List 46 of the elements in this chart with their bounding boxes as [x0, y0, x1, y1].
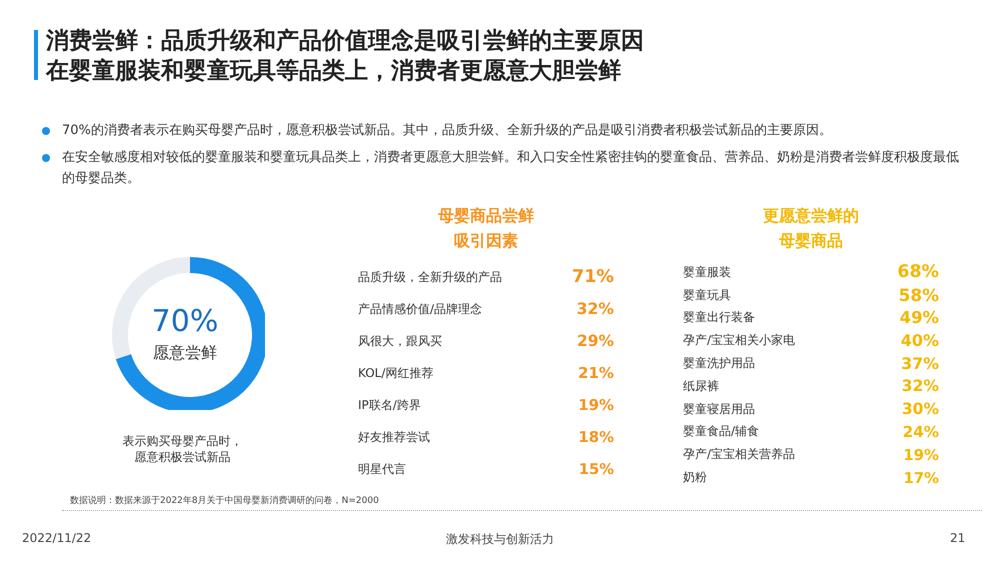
category-label: 婴童洗护用品: [683, 355, 755, 372]
category-label: 明星代言: [358, 460, 406, 478]
data-label: 40%: [900, 331, 939, 350]
text: 在安全敏感度相对较低的婴童服装和婴童玩具品类上，消费者更愿意大胆尝鲜。和入口安全性紧密挂钩的婴童食品、营养品、奶粉是消费者尝鲜度积极度最低的母婴品类。: [62, 149, 960, 188]
text: 数据说明：数据来源于2022年8月关于中国母婴新消费调研的问卷，N=2000: [70, 494, 379, 507]
category-label: 婴童玩具: [683, 286, 731, 304]
data-label: 17%: [903, 468, 939, 487]
category-label: IP联名/跨界: [358, 396, 421, 414]
category-label: 婴童寝居用品: [683, 400, 755, 418]
category-label: 奶粉: [683, 469, 707, 486]
category-label: 好友推荐尝试: [358, 428, 430, 446]
text: 表示购买母婴产品时，愿意积极尝试新品: [121, 433, 244, 465]
data-label: 68%: [897, 262, 939, 282]
data-label: 19%: [578, 396, 614, 414]
data-label: 32%: [902, 377, 939, 396]
category-label: 婴童食品/辅食: [683, 423, 760, 440]
category-label: KOL/网红推荐: [358, 364, 434, 382]
text: 母婴商品尝鲜吸引因素: [436, 205, 535, 252]
category-label: 孕产/宝宝相关小家电: [683, 332, 796, 350]
data-label: 18%: [578, 428, 614, 446]
text: 21: [950, 531, 966, 545]
slice-label: 愿意尝鲜: [152, 343, 218, 364]
data-label: 19%: [903, 446, 939, 464]
data-label: 49%: [900, 308, 939, 328]
text: 消费尝鲜：品质升级和产品价值理念是吸引尝鲜的主要原因在婴童服装和婴童玩具等品类上，消费者更愿意大胆尝鲜: [46, 27, 645, 86]
category-label: 风很大，跟风买: [358, 332, 442, 350]
category-label: 纸尿裤: [683, 378, 719, 395]
category-label: 婴童服装: [683, 264, 731, 281]
data-label: 21%: [578, 364, 614, 382]
data-label: 15%: [578, 460, 614, 478]
category-label: 孕产/宝宝相关营养品: [683, 446, 796, 464]
text: 激发科技与创新活力: [445, 531, 555, 548]
data-label: 32%: [576, 300, 614, 318]
data-label: 30%: [902, 400, 939, 418]
category-label: 产品情感价值/品牌理念: [358, 300, 482, 318]
category-label: 品质升级，全新升级的产品: [358, 268, 502, 286]
data-label: 71%: [572, 267, 614, 287]
data-label: 58%: [898, 285, 939, 306]
text: 更愿意尝鲜的母婴商品: [762, 205, 860, 252]
data-label: 29%: [577, 332, 614, 350]
data-label: 24%: [902, 422, 939, 441]
text: 2022/11/22: [22, 531, 92, 545]
category-label: 婴童出行装备: [683, 309, 755, 326]
text: 70%的消费者表示在购买母婴产品时，愿意积极尝试新品。其中，品质升级、全新升级的产品是吸引消费者积极尝试新品的主要原因。: [62, 122, 833, 140]
data-label: 70%: [150, 304, 220, 339]
data-label: 37%: [901, 354, 939, 374]
